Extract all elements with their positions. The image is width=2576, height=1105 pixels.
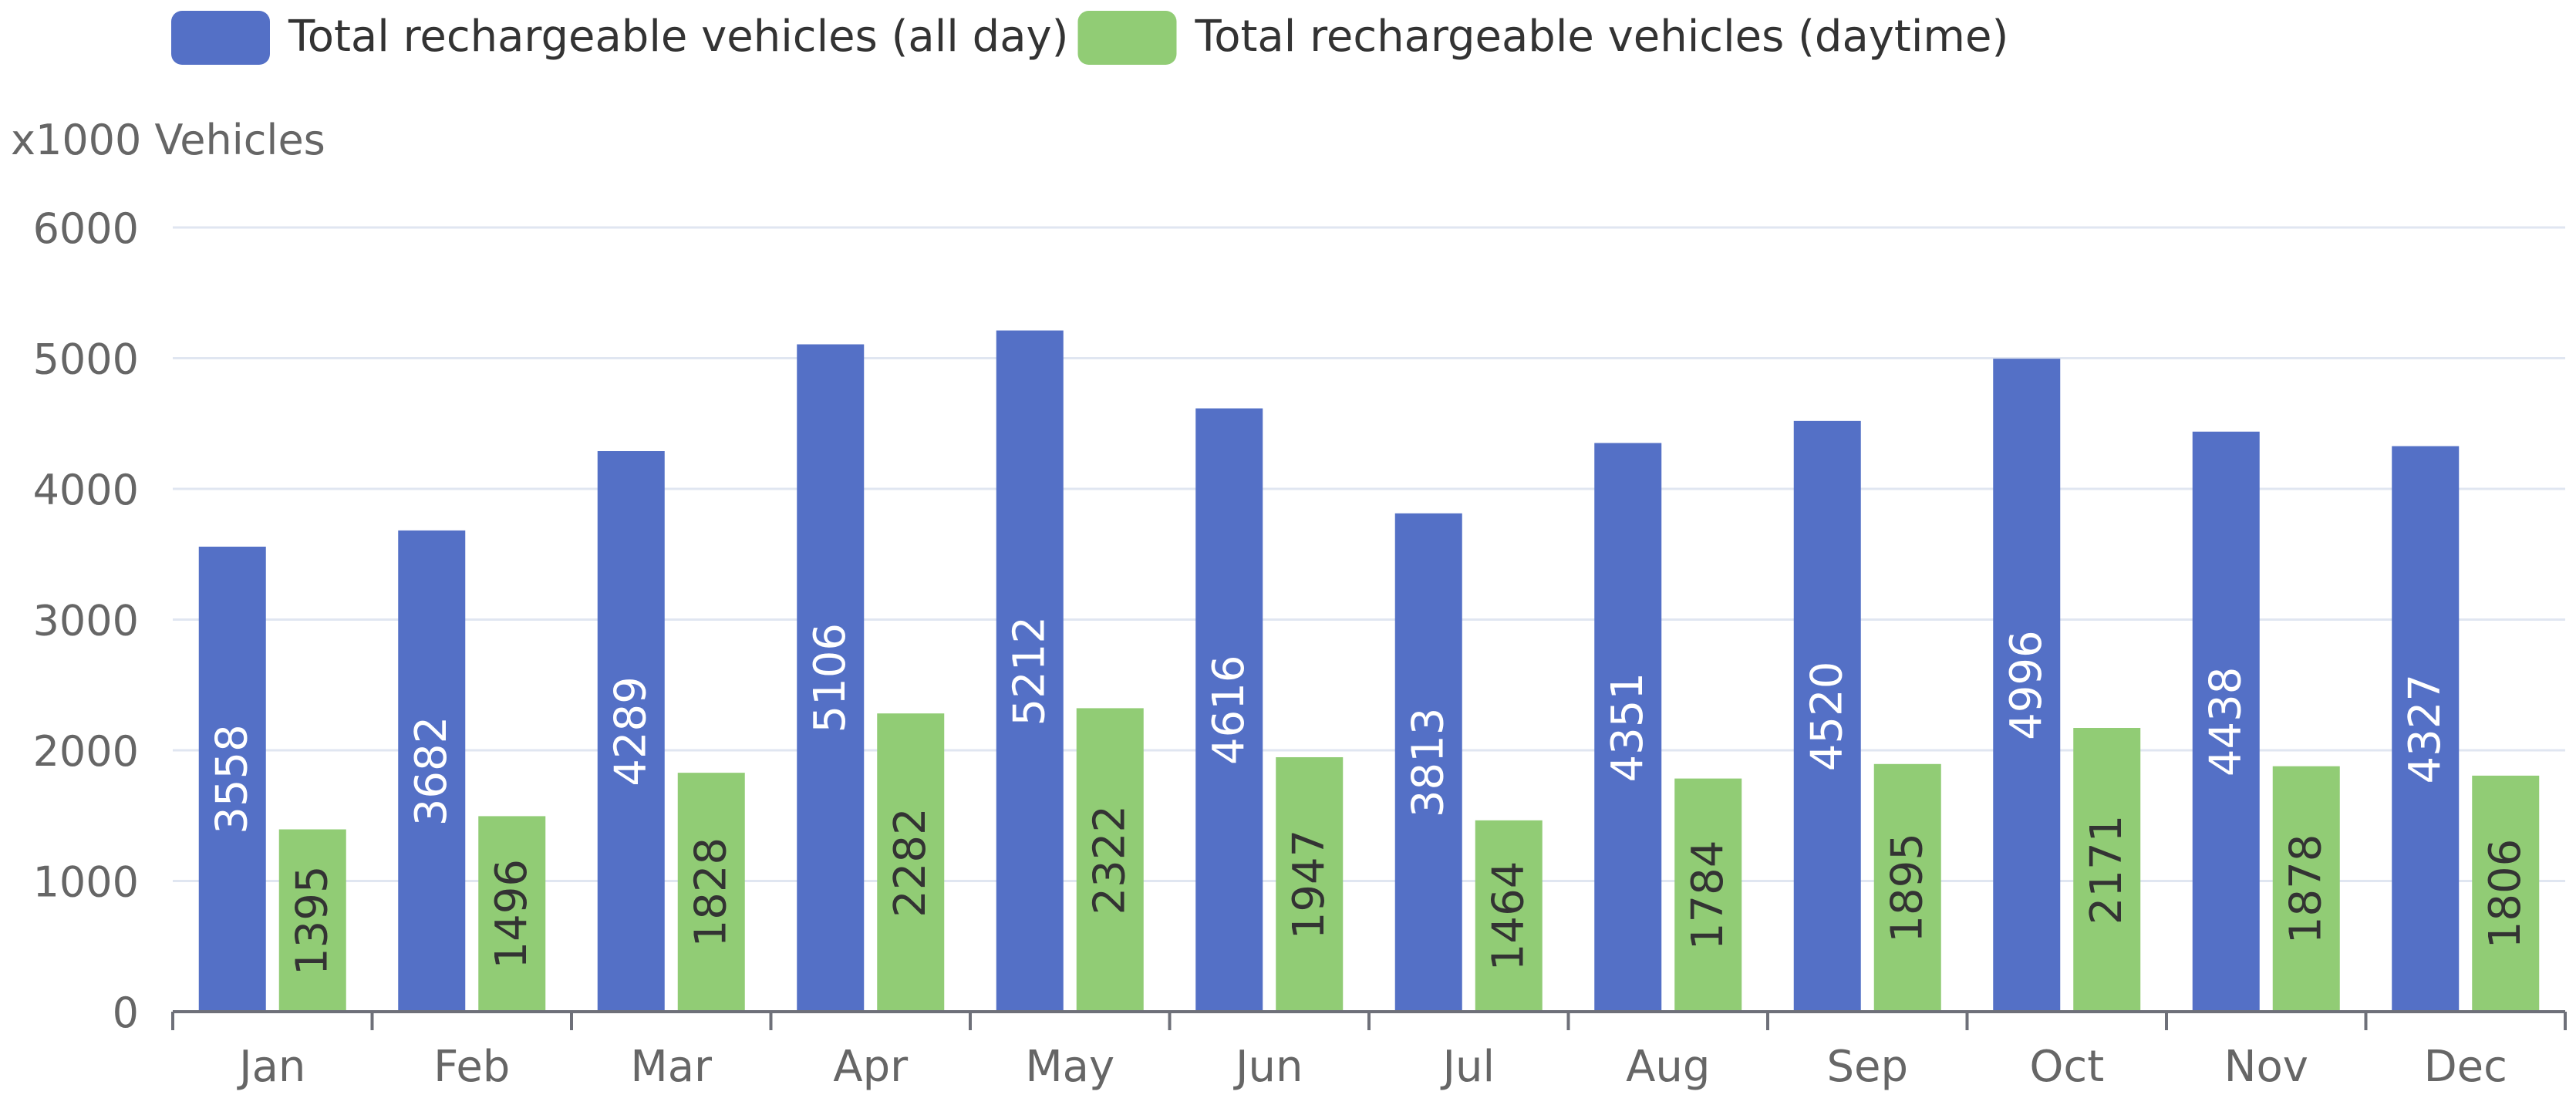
- x-tick-label: Feb: [433, 1042, 510, 1092]
- bars: 3558 1395 3682 1496 4289 1828 5106 2282 5212 2322…: [198, 330, 2540, 1012]
- bar[interactable]: [877, 713, 945, 1012]
- bar-value-label: 4520: [1802, 662, 1853, 772]
- legend: Total rechargeable vehicles (all day) Tot…: [171, 11, 2008, 65]
- legend-swatch: [171, 11, 270, 65]
- bar[interactable]: [478, 816, 546, 1012]
- bar[interactable]: [1873, 763, 1941, 1012]
- bar[interactable]: [1195, 408, 1263, 1012]
- y-tick-label: 2000: [33, 727, 139, 776]
- bar-value-label: 4996: [2001, 630, 2052, 740]
- bar[interactable]: [996, 330, 1064, 1012]
- bar-value-label: 1784: [1683, 841, 1733, 951]
- bar-value-label: 4438: [2201, 667, 2251, 777]
- x-tick-label: Sep: [1826, 1042, 1908, 1092]
- y-axis-title: x1000 Vehicles: [11, 116, 325, 164]
- bar[interactable]: [1076, 708, 1144, 1012]
- y-tick-label: 1000: [33, 858, 139, 907]
- x-tick-label: May: [1025, 1042, 1114, 1092]
- legend-item[interactable]: Total rechargeable vehicles (daytime): [1077, 11, 2009, 65]
- x-tick-label: Mar: [630, 1042, 713, 1092]
- bar-value-label: 1496: [487, 859, 537, 969]
- bar[interactable]: [677, 773, 745, 1012]
- legend-label: Total rechargeable vehicles (all day): [288, 12, 1069, 62]
- bar[interactable]: [1475, 820, 1543, 1012]
- bar[interactable]: [2073, 728, 2141, 1012]
- x-tick-label: Jan: [237, 1042, 305, 1092]
- bar-value-label: 5106: [805, 623, 855, 733]
- bar-value-label: 1895: [1883, 833, 1933, 943]
- bar[interactable]: [597, 451, 665, 1012]
- bar-value-label: 2322: [1085, 805, 1135, 915]
- x-tick-label: Aug: [1626, 1042, 1710, 1092]
- x-tick-label: Jun: [1233, 1042, 1303, 1092]
- bar[interactable]: [2192, 431, 2260, 1012]
- bar-value-label: 5212: [1005, 616, 1055, 726]
- bar-value-label: 1806: [2480, 839, 2530, 949]
- y-tick-label: 6000: [33, 204, 139, 253]
- bar[interactable]: [198, 546, 266, 1012]
- y-tick-label: 0: [113, 989, 139, 1037]
- y-tick-label: 5000: [33, 335, 139, 384]
- bar[interactable]: [278, 829, 346, 1012]
- x-tick-label: Dec: [2424, 1042, 2507, 1092]
- gridlines: [173, 226, 2565, 882]
- bar[interactable]: [2272, 766, 2340, 1012]
- y-tick-label: 4000: [33, 466, 139, 514]
- bar[interactable]: [2392, 446, 2460, 1012]
- y-tick-label: 3000: [33, 597, 139, 645]
- x-tick-label: Oct: [2029, 1042, 2104, 1092]
- bar[interactable]: [2472, 775, 2540, 1012]
- bar-value-label: 1464: [1484, 861, 1534, 972]
- bar-value-label: 1947: [1284, 830, 1334, 940]
- bar-value-label: 3558: [207, 724, 258, 834]
- legend-swatch: [1077, 11, 1177, 65]
- bar-value-label: 4327: [2400, 674, 2450, 784]
- bar-value-label: 2282: [885, 807, 936, 918]
- bar-value-label: 3682: [406, 716, 457, 827]
- bar-value-label: 1395: [288, 866, 338, 976]
- y-axis-ticks: 0 1000 2000 3000 4000 5000 6000: [33, 204, 139, 1037]
- bar[interactable]: [1674, 778, 1742, 1012]
- bar[interactable]: [1276, 756, 1344, 1012]
- bar[interactable]: [797, 344, 865, 1012]
- x-tick-label: Nov: [2224, 1042, 2308, 1092]
- bar[interactable]: [1993, 359, 2061, 1012]
- x-tick-label: Apr: [833, 1042, 909, 1092]
- bar[interactable]: [1394, 513, 1462, 1012]
- x-tick-label: Jul: [1440, 1042, 1495, 1092]
- bar[interactable]: [398, 530, 466, 1012]
- x-axis-ticks: Jan Feb Mar Apr May Jun Jul Aug Sep Oct Nov Dec: [237, 1042, 2507, 1092]
- legend-item[interactable]: Total rechargeable vehicles (all day): [171, 11, 1069, 65]
- bar-value-label: 4351: [1603, 672, 1653, 783]
- bar-value-label: 1878: [2281, 834, 2332, 945]
- bar-value-label: 4616: [1204, 655, 1254, 766]
- bar-value-label: 3813: [1404, 708, 1454, 818]
- bar-value-label: 2171: [2082, 815, 2132, 925]
- bar[interactable]: [1793, 420, 1861, 1012]
- bar[interactable]: [1594, 443, 1662, 1012]
- legend-label: Total rechargeable vehicles (daytime): [1195, 12, 2009, 62]
- x-axis: [171, 1010, 2567, 1030]
- bar-value-label: 4289: [606, 676, 656, 787]
- bar-value-label: 1828: [686, 837, 737, 948]
